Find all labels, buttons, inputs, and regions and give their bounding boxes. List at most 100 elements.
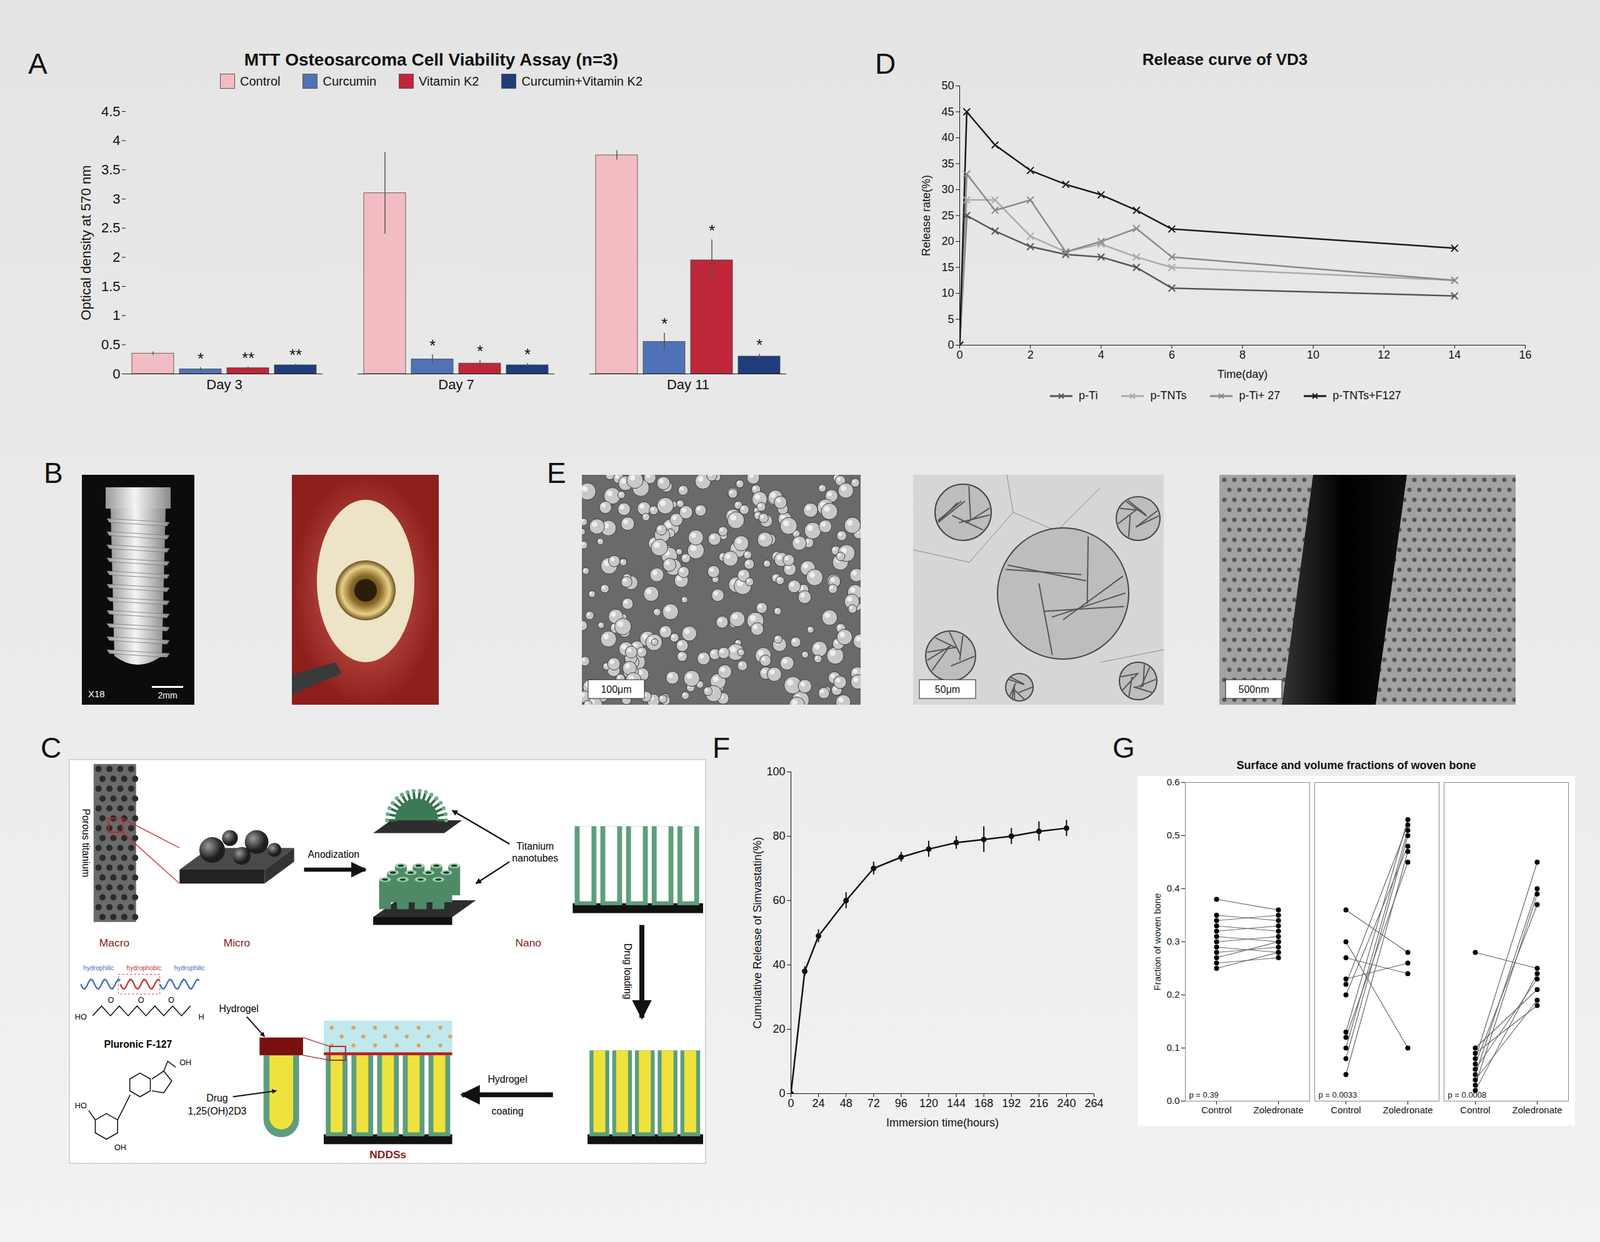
svg-text:NDDSs: NDDSs (369, 1148, 407, 1162)
svg-text:coating: coating (491, 1106, 524, 1117)
svg-text:Immersion time(hours): Immersion time(hours) (886, 1116, 999, 1130)
svg-text:15: 15 (941, 261, 954, 274)
svg-text:10: 10 (941, 286, 954, 300)
svg-text:216: 216 (1029, 1097, 1049, 1110)
svg-text:HO: HO (75, 1013, 87, 1022)
svg-text:Control: Control (1460, 1105, 1490, 1116)
svg-text:100: 100 (766, 765, 785, 779)
svg-text:H: H (198, 1013, 205, 1022)
svg-text:20: 20 (941, 235, 954, 248)
svg-text:5: 5 (947, 313, 954, 326)
svg-text:Time(day): Time(day) (1217, 368, 1268, 381)
svg-text:0.0: 0.0 (1166, 1095, 1180, 1107)
svg-text:240: 240 (1056, 1097, 1076, 1110)
svg-text:80: 80 (772, 830, 785, 843)
svg-text:Hydrogel: Hydrogel (487, 1074, 527, 1085)
svg-text:Control: Control (1201, 1105, 1232, 1116)
svg-text:192: 192 (1001, 1097, 1021, 1110)
svg-text:6: 6 (1168, 348, 1175, 362)
svg-text:14: 14 (1448, 348, 1461, 362)
svg-text:*: * (476, 341, 484, 361)
svg-text:4.5: 4.5 (101, 103, 121, 120)
svg-text:35: 35 (941, 157, 954, 170)
svg-text:0.2: 0.2 (1166, 989, 1180, 1000)
svg-text:10: 10 (1306, 348, 1320, 362)
svg-text:1,25(OH)2D3: 1,25(OH)2D3 (187, 1106, 247, 1117)
svg-text:HO: HO (75, 1101, 87, 1111)
svg-text:**: ** (289, 345, 302, 365)
svg-text:Day 7: Day 7 (438, 376, 474, 393)
svg-text:0.5: 0.5 (1166, 830, 1180, 841)
svg-text:2: 2 (1027, 348, 1034, 362)
svg-text:Porous titanium: Porous titanium (80, 808, 92, 878)
svg-text:Zoledronate: Zoledronate (1253, 1105, 1304, 1116)
svg-text:120: 120 (919, 1097, 939, 1110)
svg-text:0: 0 (947, 338, 954, 352)
svg-text:Drug loading: Drug loading (622, 943, 634, 1000)
svg-text:2: 2 (112, 249, 120, 265)
svg-text:**: ** (241, 348, 255, 368)
svg-text:96: 96 (895, 1097, 908, 1110)
svg-text:500nm: 500nm (1238, 684, 1270, 695)
svg-text:*: * (197, 349, 204, 369)
svg-text:30: 30 (941, 183, 954, 196)
svg-text:Day 3: Day 3 (206, 376, 242, 393)
svg-text:72: 72 (867, 1097, 880, 1110)
svg-text:*: * (429, 336, 436, 355)
svg-text:hydrophilic: hydrophilic (83, 965, 114, 972)
svg-text:1: 1 (112, 307, 120, 324)
svg-text:25: 25 (941, 209, 954, 222)
svg-text:144: 144 (946, 1097, 966, 1110)
svg-text:Drug: Drug (206, 1093, 228, 1104)
svg-text:24: 24 (812, 1097, 825, 1110)
svg-text:X18: X18 (88, 688, 105, 700)
svg-text:hydrophilic: hydrophilic (174, 965, 205, 972)
svg-text:OH: OH (114, 1143, 127, 1153)
svg-text:100μm: 100μm (600, 684, 632, 695)
svg-text:OH: OH (179, 1058, 192, 1068)
svg-text:4: 4 (112, 132, 120, 149)
svg-text:*: * (756, 335, 763, 355)
svg-text:4: 4 (1098, 348, 1105, 362)
svg-text:*: * (708, 221, 715, 240)
svg-text:48: 48 (840, 1097, 853, 1110)
svg-text:0.3: 0.3 (1166, 936, 1180, 947)
svg-text:2mm: 2mm (157, 690, 177, 701)
svg-text:p = 0.0033: p = 0.0033 (1318, 1090, 1358, 1100)
svg-text:Micro: Micro (223, 936, 250, 950)
svg-text:Release rate(%): Release rate(%) (920, 175, 933, 257)
svg-text:40: 40 (941, 131, 954, 144)
svg-text:*: * (661, 314, 668, 334)
svg-text:2.5: 2.5 (101, 220, 121, 236)
svg-text:0.5: 0.5 (101, 336, 121, 353)
svg-text:16: 16 (1518, 348, 1532, 362)
svg-text:Day 11: Day 11 (666, 376, 710, 393)
svg-text:0: 0 (787, 1097, 794, 1110)
svg-text:O: O (168, 996, 175, 1005)
svg-text:1.5: 1.5 (101, 278, 121, 295)
svg-text:p = 0.39: p = 0.39 (1189, 1090, 1219, 1100)
svg-text:0: 0 (778, 1087, 785, 1100)
svg-text:hydrophobic: hydrophobic (126, 965, 162, 972)
svg-text:Anodization: Anodization (308, 849, 360, 860)
svg-text:3: 3 (112, 191, 120, 207)
svg-text:40: 40 (772, 958, 785, 972)
svg-text:Zoledronate: Zoledronate (1511, 1105, 1562, 1116)
svg-text:20: 20 (772, 1023, 785, 1036)
svg-text:O: O (108, 996, 115, 1005)
svg-text:0.1: 0.1 (1166, 1042, 1180, 1054)
svg-text:8: 8 (1239, 348, 1246, 362)
svg-text:60: 60 (772, 894, 785, 907)
svg-text:50μm: 50μm (935, 684, 960, 695)
svg-text:nanotubes: nanotubes (511, 853, 559, 864)
svg-text:Titanium: Titanium (516, 841, 554, 852)
svg-text:Pluronic F-127: Pluronic F-127 (103, 1039, 172, 1050)
svg-text:Hydrogel: Hydrogel (219, 1003, 259, 1015)
svg-text:168: 168 (974, 1097, 994, 1110)
svg-text:0: 0 (956, 348, 963, 362)
svg-text:Control: Control (1330, 1105, 1361, 1116)
svg-text:Macro: Macro (99, 936, 130, 950)
svg-text:3.5: 3.5 (101, 161, 121, 178)
svg-text:p = 0.0008: p = 0.0008 (1448, 1090, 1487, 1100)
svg-text:45: 45 (941, 105, 954, 119)
